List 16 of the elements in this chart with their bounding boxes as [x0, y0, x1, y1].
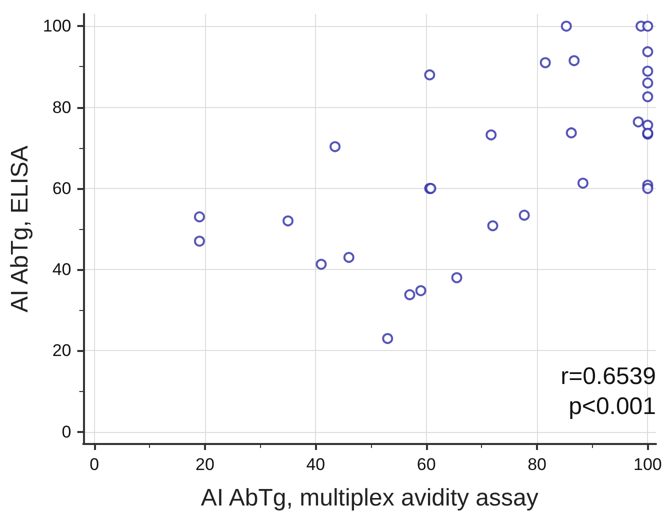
y-tick-label: 0 — [62, 422, 72, 442]
x-tick-label: 80 — [528, 455, 546, 474]
y-tick-label: 40 — [52, 260, 72, 280]
x-tick-label: 100 — [634, 455, 662, 474]
y-tick-label: 20 — [52, 341, 72, 360]
x-tick-label: 0 — [90, 455, 100, 474]
y-tick-label: 80 — [52, 98, 72, 117]
annotation: p<0.001 — [568, 392, 656, 422]
y-tick-label: 60 — [52, 178, 72, 198]
y-tick-label: 100 — [42, 16, 72, 36]
x-tick-label: 40 — [306, 455, 326, 474]
x-tick-label: 20 — [196, 455, 214, 474]
annotation: r=0.6539 — [560, 362, 656, 392]
y-axis-title: AI AbTg, ELISA — [6, 146, 34, 312]
x-tick-label: 60 — [416, 455, 436, 474]
x-axis-title: AI AbTg, multiplex avidity assay — [200, 484, 538, 512]
